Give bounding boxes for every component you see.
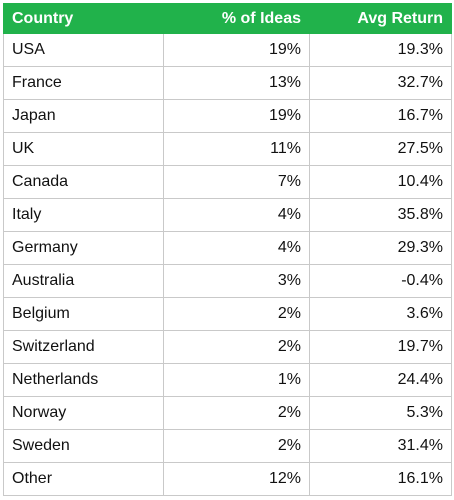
avg-return-cell: 19.7%: [309, 330, 452, 364]
table-header: Country % of Ideas Avg Return: [3, 3, 452, 34]
country-cell: Germany: [3, 231, 164, 265]
table-row: Sweden 2% 31.4%: [3, 429, 452, 463]
country-cell: Italy: [3, 198, 164, 232]
table-row: Canada 7% 10.4%: [3, 165, 452, 199]
table-row: Norway 2% 5.3%: [3, 396, 452, 430]
country-cell: Australia: [3, 264, 164, 298]
header-row: Country % of Ideas Avg Return: [3, 3, 452, 34]
country-cell: France: [3, 66, 164, 100]
country-cell: Netherlands: [3, 363, 164, 397]
country-returns-table: Country % of Ideas Avg Return USA 19% 19.3…: [3, 3, 452, 496]
country-returns-table-container: Country % of Ideas Avg Return USA 19% 19.3…: [3, 3, 452, 496]
country-cell: USA: [3, 33, 164, 67]
country-cell: UK: [3, 132, 164, 166]
header-avg-return: Avg Return: [309, 3, 452, 34]
percent-of-ideas-cell: 7%: [163, 165, 310, 199]
avg-return-cell: 16.7%: [309, 99, 452, 133]
country-cell: Belgium: [3, 297, 164, 331]
avg-return-cell: 24.4%: [309, 363, 452, 397]
country-cell: Japan: [3, 99, 164, 133]
percent-of-ideas-cell: 2%: [163, 330, 310, 364]
percent-of-ideas-cell: 19%: [163, 99, 310, 133]
country-cell: Norway: [3, 396, 164, 430]
table-row: Japan 19% 16.7%: [3, 99, 452, 133]
percent-of-ideas-cell: 19%: [163, 33, 310, 67]
avg-return-cell: 35.8%: [309, 198, 452, 232]
avg-return-cell: 27.5%: [309, 132, 452, 166]
table-row: Belgium 2% 3.6%: [3, 297, 452, 331]
percent-of-ideas-cell: 12%: [163, 462, 310, 496]
percent-of-ideas-cell: 3%: [163, 264, 310, 298]
avg-return-cell: 32.7%: [309, 66, 452, 100]
table-row: Germany 4% 29.3%: [3, 231, 452, 265]
table-row: Netherlands 1% 24.4%: [3, 363, 452, 397]
header-percent-of-ideas: % of Ideas: [163, 3, 310, 34]
percent-of-ideas-cell: 13%: [163, 66, 310, 100]
avg-return-cell: 10.4%: [309, 165, 452, 199]
percent-of-ideas-cell: 11%: [163, 132, 310, 166]
country-cell: Other: [3, 462, 164, 496]
avg-return-cell: 31.4%: [309, 429, 452, 463]
percent-of-ideas-cell: 2%: [163, 429, 310, 463]
table-row: Switzerland 2% 19.7%: [3, 330, 452, 364]
avg-return-cell: 16.1%: [309, 462, 452, 496]
percent-of-ideas-cell: 4%: [163, 198, 310, 232]
percent-of-ideas-cell: 2%: [163, 396, 310, 430]
avg-return-cell: 19.3%: [309, 33, 452, 67]
avg-return-cell: 5.3%: [309, 396, 452, 430]
avg-return-cell: 29.3%: [309, 231, 452, 265]
table-body: USA 19% 19.3% France 13% 32.7% Japan 19% 16.7% UK…: [3, 33, 452, 496]
table-row: France 13% 32.7%: [3, 66, 452, 100]
avg-return-cell: -0.4%: [309, 264, 452, 298]
percent-of-ideas-cell: 1%: [163, 363, 310, 397]
table-row: USA 19% 19.3%: [3, 33, 452, 67]
avg-return-cell: 3.6%: [309, 297, 452, 331]
header-country: Country: [3, 3, 164, 34]
country-cell: Switzerland: [3, 330, 164, 364]
country-cell: Sweden: [3, 429, 164, 463]
percent-of-ideas-cell: 2%: [163, 297, 310, 331]
table-row: Italy 4% 35.8%: [3, 198, 452, 232]
percent-of-ideas-cell: 4%: [163, 231, 310, 265]
table-row: Other 12% 16.1%: [3, 462, 452, 496]
table-row: Australia 3% -0.4%: [3, 264, 452, 298]
table-row: UK 11% 27.5%: [3, 132, 452, 166]
country-cell: Canada: [3, 165, 164, 199]
